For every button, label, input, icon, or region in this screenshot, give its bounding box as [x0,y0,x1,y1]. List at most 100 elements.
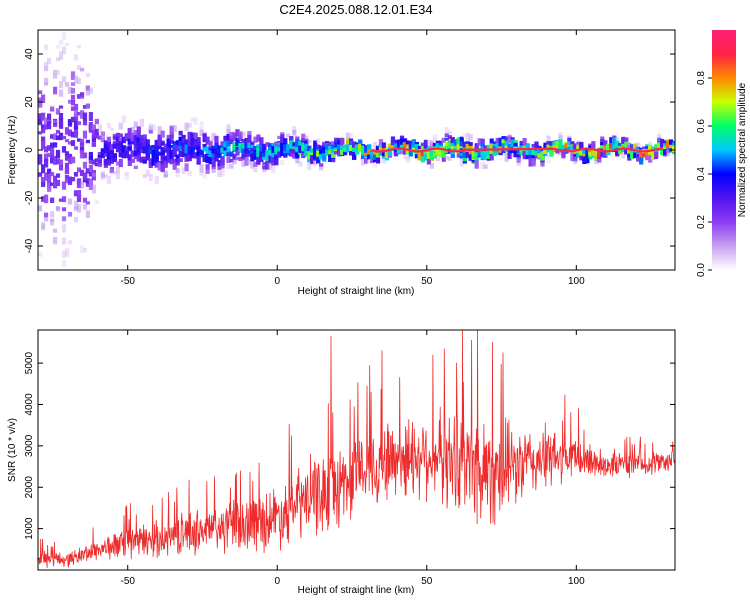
heat-cell [579,151,584,155]
heat-cell [522,138,527,146]
heat-cell [289,148,294,153]
heat-cell [456,137,461,145]
heat-cell [295,147,300,152]
heat-cell [50,154,55,164]
heat-cell [160,147,165,153]
spectrogram-panel: -50 0 50 100 -40 -20 0 20 40 Height of straight… [7,29,676,297]
heat-cell [193,145,198,150]
heat-cell [79,68,85,72]
heat-cell [127,146,132,151]
heat-cell [378,147,384,151]
heat-cell [301,138,306,141]
heat-cell [160,142,165,146]
heat-cell [426,139,431,146]
heat-cell [112,144,117,149]
heat-cell [277,151,282,158]
heat-cell [549,141,554,146]
heat-cell [250,162,255,169]
heat-cell [444,133,449,137]
heat-cell [169,159,174,165]
heat-cell [402,147,408,155]
heat-cell [154,139,159,148]
heat-cell [44,172,49,181]
heat-cell [53,156,58,165]
heat-cell [573,149,578,156]
heat-cell [130,127,135,131]
heat-cell [468,155,473,160]
heat-cell [501,136,506,141]
heat-cell [76,121,82,125]
heat-cell [145,155,150,161]
heat-cell [423,148,428,155]
heat-cell [537,153,542,159]
heat-cell [184,163,189,172]
heat-cell [295,139,300,146]
heat-cell [82,197,88,203]
heat-cell [513,151,518,155]
heat-cell [621,136,626,144]
heat-cell [47,174,52,183]
heat-cell [55,45,61,49]
heat-cell [118,141,123,149]
heat-cell [328,141,333,149]
colorbar-gradient [712,30,736,270]
heat-cell [444,156,449,160]
heat-cell [516,149,521,154]
heat-cell [247,159,252,165]
heat-cell [130,158,135,163]
heat-cell [510,137,515,141]
heat-cell [483,150,488,155]
heat-cell [543,142,548,149]
heat-cell [151,124,156,131]
heat-cell [106,122,111,129]
heat-cell [88,165,93,172]
heat-cell [232,132,237,140]
heat-cell [319,163,324,167]
heat-cell [106,159,111,166]
heat-cell [477,138,482,146]
heat-cell [349,145,354,152]
heat-cell [58,132,64,141]
heat-cell [193,117,198,125]
heat-cell [190,146,195,152]
heat-cell [41,94,46,103]
heat-cell [579,141,584,151]
heat-cell [55,129,61,134]
heat-cell [618,143,623,148]
heat-cell [387,144,393,150]
heat-cell [232,153,237,158]
heat-cell [67,99,73,104]
heat-cell [136,155,141,162]
heat-cell [450,137,455,144]
heat-cell [64,42,70,47]
heat-cell [76,94,82,99]
heat-cell [669,143,674,148]
snr-x-tick-label: 100 [568,576,585,587]
heat-cell [489,138,494,148]
heat-cell [85,89,90,96]
heat-cell [154,159,159,168]
heat-cell [534,141,539,151]
heat-cell [226,140,231,147]
heat-cell [124,150,129,159]
heat-cell [241,158,246,167]
heat-cell [280,147,285,153]
heat-cell [47,168,52,175]
heat-cell [429,163,434,169]
heat-cell [420,146,425,154]
heat-cell [534,147,539,156]
heat-cell [408,141,413,150]
heat-cell [172,148,177,157]
heat-cell [546,148,551,153]
heat-cell [232,156,237,160]
heat-cell [199,150,204,156]
heat-cell [142,146,147,154]
heat-cell [145,169,150,177]
heat-cell [280,141,285,149]
heat-cell [663,149,668,156]
heat-cell [73,54,79,61]
heat-cell [669,139,674,145]
heat-cell [375,157,381,163]
heat-cell [82,105,88,109]
heat-cell [426,157,431,165]
